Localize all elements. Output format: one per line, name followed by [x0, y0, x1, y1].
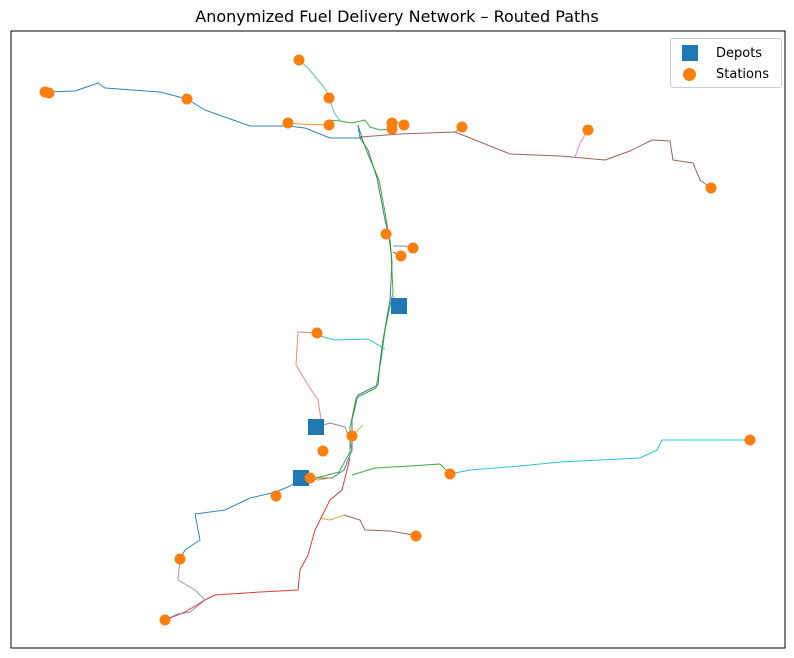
- station-marker-11: [582, 124, 594, 136]
- station-marker-18: [317, 445, 329, 457]
- route-path-19: [298, 59, 341, 122]
- depot-marker-1: [308, 419, 324, 435]
- route-path-14: [319, 514, 345, 521]
- station-marker-16: [311, 327, 323, 339]
- station-marker-19: [304, 472, 316, 484]
- legend-stations-label: Stations: [716, 66, 769, 82]
- route-path-13: [343, 514, 417, 537]
- station-marker-22: [744, 434, 756, 446]
- station-marker-12: [705, 182, 717, 194]
- station-marker-6: [323, 119, 335, 131]
- depot-marker-0: [391, 298, 407, 314]
- route-path-2: [315, 137, 394, 479]
- station-marker-24: [174, 553, 186, 565]
- chart-title: Anonymized Fuel Delivery Network – Route…: [195, 7, 599, 26]
- legend: Depots Stations: [670, 38, 782, 88]
- plot-area-frame: [10, 30, 786, 649]
- route-path-1: [301, 137, 393, 479]
- station-marker-2: [181, 93, 193, 105]
- legend-item-stations: Stations: [679, 65, 769, 83]
- station-marker-17: [346, 430, 358, 442]
- station-marker-14: [407, 242, 419, 254]
- route-path-11: [449, 439, 750, 475]
- depot-marker-2: [293, 470, 309, 486]
- station-marker-25: [159, 614, 171, 626]
- station-marker-20: [270, 490, 282, 502]
- station-marker-3: [293, 54, 305, 66]
- legend-depots-swatch: [679, 44, 699, 62]
- station-marker-4: [323, 92, 335, 104]
- route-path-10: [177, 558, 206, 601]
- route-path-9: [179, 477, 302, 560]
- station-marker-21: [444, 468, 456, 480]
- station-marker-9: [398, 119, 410, 131]
- station-marker-5: [282, 117, 294, 129]
- legend-depots-label: Depots: [716, 45, 763, 61]
- route-path-16: [315, 422, 353, 453]
- station-marker-8: [386, 123, 398, 135]
- depots-layer: [293, 298, 407, 486]
- station-marker-13: [380, 228, 392, 240]
- station-marker-15: [395, 250, 407, 262]
- station-marker-1: [43, 87, 55, 99]
- station-marker-10: [456, 121, 468, 133]
- legend-item-depots: Depots: [679, 44, 762, 62]
- stations-layer: [39, 54, 756, 626]
- route-path-0: [44, 82, 363, 139]
- legend-stations-swatch: [679, 65, 699, 83]
- route-path-8: [164, 599, 206, 621]
- station-marker-23: [410, 530, 422, 542]
- route-path-7: [164, 457, 351, 621]
- route-path-12: [351, 463, 451, 476]
